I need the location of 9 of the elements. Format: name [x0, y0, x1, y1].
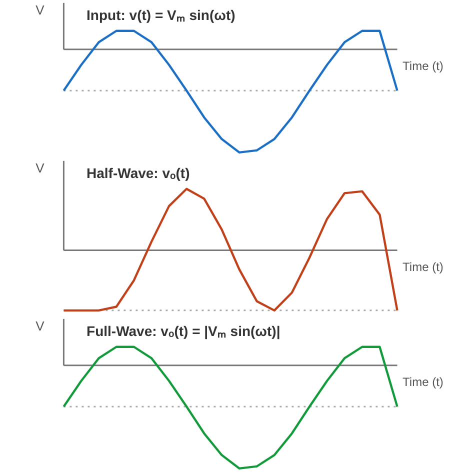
y-axis-title: V	[36, 2, 45, 18]
y-axis-title: V	[36, 318, 45, 334]
y-axis-title: V	[36, 160, 45, 176]
chart-title: Half-Wave: vₒ(t)	[86, 165, 190, 182]
x-axis-title: Time (t)	[402, 260, 444, 274]
chart-title: Full-Wave: vₒ(t) = |Vₘ sin(ωt)|	[86, 323, 280, 340]
chart-title: Input: v(t) = Vₘ sin(ωt)	[86, 7, 236, 24]
x-axis-title: Time (t)	[402, 59, 444, 74]
x-axis-title: Time (t)	[402, 375, 444, 390]
